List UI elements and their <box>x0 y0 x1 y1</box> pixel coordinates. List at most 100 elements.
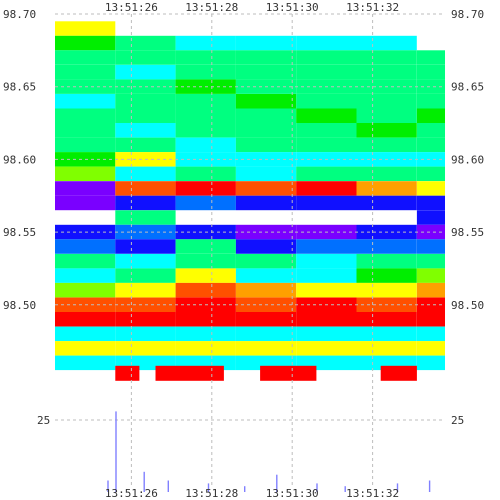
volume-bar <box>107 480 109 492</box>
heatmap-cell <box>115 35 176 51</box>
heatmap-cell <box>55 312 116 327</box>
heatmap-cell <box>175 312 236 327</box>
heatmap-cell <box>356 253 417 269</box>
heatmap-cell <box>175 94 236 109</box>
heatmap-cell <box>235 123 297 138</box>
y-tick-label-left: 98.65 <box>3 81 36 94</box>
tick-labels: 13:51:26 13:51:26 13:51:28 13:51:28 13:51:30… <box>3 1 484 500</box>
heatmap-cell <box>235 326 297 342</box>
heatmap-cell <box>115 50 176 65</box>
heatmap-cell <box>235 268 297 283</box>
heatmap-cell <box>296 35 357 51</box>
heatmap-cell <box>416 326 445 342</box>
heatmap-cell <box>356 94 417 109</box>
volume-bars <box>107 411 431 492</box>
heatmap-cell <box>296 253 357 269</box>
heatmap-cell <box>416 224 445 240</box>
heatmap-cell <box>416 312 445 327</box>
heatmap-cell <box>296 239 357 254</box>
heatmap-cell <box>235 108 297 123</box>
heatmap-cell <box>55 355 116 371</box>
heatmap-cell <box>356 326 417 342</box>
trade-marker <box>260 365 317 381</box>
volume-bar <box>115 411 117 492</box>
volume-bar <box>428 480 431 492</box>
heatmap-cell <box>296 108 357 123</box>
heatmap-cell <box>235 181 297 196</box>
heatmap-cell <box>416 50 445 65</box>
heatmap-cell <box>115 253 176 269</box>
heatmap-cell <box>115 181 176 196</box>
heatmap-cell <box>416 79 445 94</box>
heatmap-cell <box>175 326 236 342</box>
y-tick-label-left: 98.70 <box>3 8 36 21</box>
heatmap-cell <box>356 181 417 196</box>
volume-bar <box>344 486 346 492</box>
volume-bar <box>167 480 169 492</box>
heatmap-cell <box>356 137 417 153</box>
volume-bar <box>244 486 246 492</box>
grid-lines <box>55 13 445 488</box>
y-tick-label-left: 98.55 <box>3 226 36 239</box>
heatmap-cell <box>235 166 297 182</box>
heatmap-cell <box>296 64 357 80</box>
heatmap-cell <box>416 94 445 109</box>
heatmap-cell <box>55 195 116 211</box>
heatmap-cell <box>175 181 236 196</box>
heatmap-cell <box>356 239 417 254</box>
heatmap-cell <box>416 123 445 138</box>
heatmap-cell <box>115 64 176 80</box>
heatmap-cell <box>235 35 297 51</box>
heatmap-cell <box>115 282 176 298</box>
heatmap-cell <box>55 137 116 153</box>
heatmap-cell <box>356 166 417 182</box>
y-tick-label-right: 98.55 <box>451 226 484 239</box>
heatmap-cell <box>356 123 417 138</box>
heatmap-cell <box>296 123 357 138</box>
heatmap-cell <box>175 50 236 65</box>
heatmap-cell <box>416 195 445 211</box>
heatmap-cell <box>175 123 236 138</box>
heatmap-cell <box>416 137 445 153</box>
heatmap-cell <box>55 94 116 109</box>
x-tick-label-top: 13:51:30 <box>266 1 319 14</box>
volume-axis-label-left: 25 <box>37 414 50 427</box>
heatmap-cell <box>175 64 236 80</box>
volume-bar <box>316 483 318 492</box>
heatmap-cell <box>356 282 417 298</box>
heatmap-cell <box>416 341 445 356</box>
heatmap-cell <box>296 282 357 298</box>
volume-axis-label-right: 25 <box>451 414 464 427</box>
heatmap-cell <box>115 268 176 283</box>
x-tick-label-bottom: 13:51:30 <box>266 487 319 500</box>
heatmap-cell <box>115 210 176 225</box>
heatmap-cell <box>356 64 417 80</box>
heatmap-cell <box>416 181 445 196</box>
x-tick-label-bottom: 13:51:32 <box>346 487 399 500</box>
heatmap-cell <box>235 253 297 269</box>
heatmap-cell <box>55 181 116 196</box>
heatmap-cell <box>175 195 236 211</box>
heatmap-cell <box>296 137 357 153</box>
volume-bar <box>276 474 278 492</box>
heatmap-cell <box>55 35 116 51</box>
heatmap-cell <box>55 253 116 269</box>
trade-marker <box>155 365 224 381</box>
heatmap-cell <box>175 282 236 298</box>
heatmap-cell <box>55 21 116 36</box>
heatmap-cell <box>416 108 445 123</box>
heatmap-cell <box>115 108 176 123</box>
heatmap-cell <box>55 123 116 138</box>
heatmap-cell <box>235 64 297 80</box>
heatmap-cell <box>356 35 417 51</box>
heatmap-cell <box>115 326 176 342</box>
heatmap-cell <box>416 210 445 225</box>
x-tick-label-bottom: 13:51:28 <box>185 487 238 500</box>
heatmap-cell <box>235 341 297 356</box>
heatmap-cells <box>55 21 445 371</box>
heatmap-cell <box>55 268 116 283</box>
heatmap-cell <box>235 312 297 327</box>
heatmap-cell <box>416 64 445 80</box>
heatmap-cell <box>115 166 176 182</box>
